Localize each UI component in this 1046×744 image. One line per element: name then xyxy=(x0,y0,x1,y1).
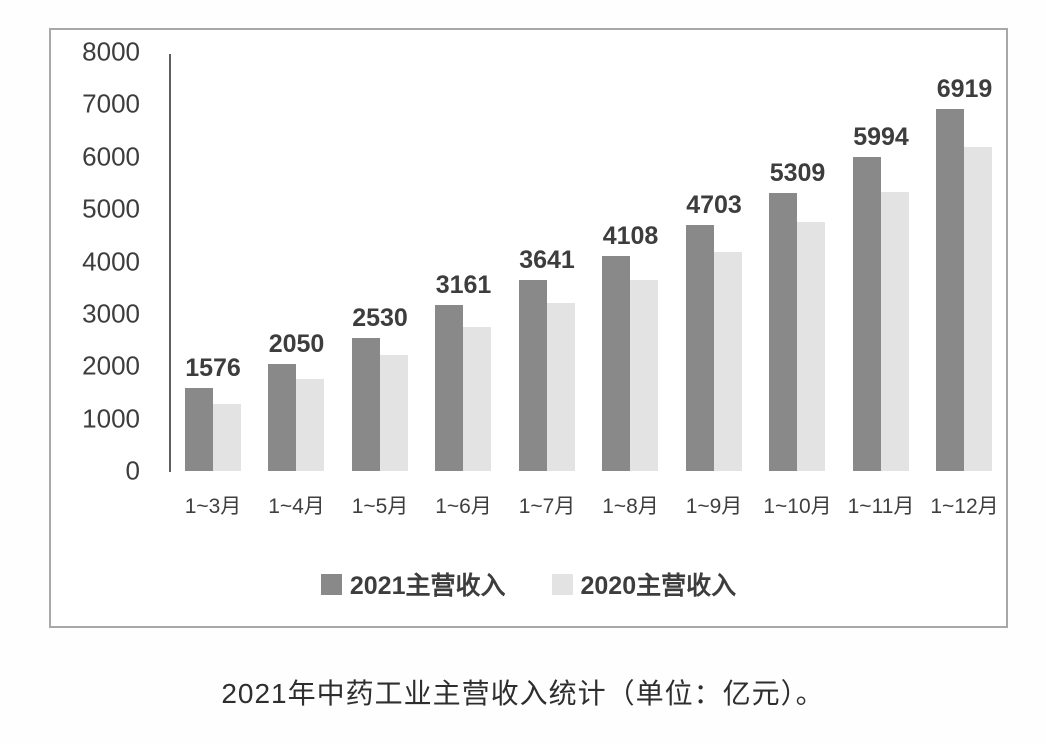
x-tick-label: 1~5月 xyxy=(351,495,409,518)
bar-value-label: 2530 xyxy=(352,304,408,332)
legend-swatch-2021 xyxy=(320,573,342,595)
bar-value-label: 4108 xyxy=(602,222,659,250)
bar-2020主营收入-1~5月 xyxy=(379,355,408,471)
legend-item-2020: 2020主营收入 xyxy=(551,566,737,602)
x-tick-label: 1~4月 xyxy=(268,495,325,518)
bar-2021主营收入-1~10月 xyxy=(769,193,798,471)
bar-value-label: 3641 xyxy=(519,246,575,274)
bar-2021主营收入-1~9月 xyxy=(685,225,714,471)
bar-2020主营收入-1~10月 xyxy=(797,222,826,471)
bar-2020主营收入-1~6月 xyxy=(463,327,492,471)
bar-value-label: 1576 xyxy=(185,354,241,382)
bar-chart: 8000 7000 6000 5000 4000 3000 2000 1000 0 1576 20… xyxy=(49,28,1008,628)
bar-2021主营收入-1~4月 xyxy=(268,364,297,471)
x-tick-label: 1~7月 xyxy=(518,495,576,518)
x-tick-label: 1~6月 xyxy=(435,495,492,518)
bar-2020主营收入-1~7月 xyxy=(546,303,575,471)
bar-2020主营收入-1~3月 xyxy=(212,404,241,471)
y-axis-line xyxy=(169,54,171,472)
x-tick-label: 1~8月 xyxy=(602,495,659,518)
y-tick-label: 3000 xyxy=(82,298,140,329)
bar-value-label: 3161 xyxy=(435,271,492,299)
bar-2020主营收入-1~12月 xyxy=(964,147,993,471)
bar-2021主营收入-1~8月 xyxy=(602,256,631,471)
bar-value-label: 2050 xyxy=(268,330,325,358)
y-tick-label: 6000 xyxy=(82,141,140,172)
x-tick-label: 1~10月 xyxy=(763,495,832,518)
bar-2021主营收入-1~6月 xyxy=(435,305,464,471)
legend-swatch-2020 xyxy=(551,573,573,595)
bar-2020主营收入-1~9月 xyxy=(713,252,742,471)
bar-value-label: 5994 xyxy=(853,123,909,151)
y-tick-label: 2000 xyxy=(82,350,140,381)
y-tick-label: 8000 xyxy=(82,36,140,67)
y-tick-label: 5000 xyxy=(82,193,140,224)
chart-caption: 2021年中药工业主营收入统计（单位：亿元）。 xyxy=(221,678,825,709)
y-tick-label: 0 xyxy=(125,455,140,486)
chart-legend: 2021主营收入 2020主营收入 xyxy=(51,566,1006,602)
bar-value-label: 6919 xyxy=(936,75,993,103)
x-tick-label: 1~12月 xyxy=(930,495,999,518)
x-tick-label: 1~11月 xyxy=(847,495,915,518)
bar-2020主营收入-1~11月 xyxy=(880,192,909,471)
bar-2020主营收入-1~8月 xyxy=(630,280,659,471)
y-tick-label: 1000 xyxy=(82,403,140,434)
bar-2020主营收入-1~4月 xyxy=(296,379,325,471)
bar-2021主营收入-1~11月 xyxy=(852,157,881,471)
y-tick-label: 4000 xyxy=(82,246,140,276)
legend-item-2021: 2021主营收入 xyxy=(320,566,506,602)
x-tick-label: 1~3月 xyxy=(184,495,242,518)
legend-label-2020: 2020主营收入 xyxy=(580,572,737,600)
bar-2021主营收入-1~5月 xyxy=(351,338,380,471)
bar-value-label: 4703 xyxy=(686,191,742,219)
legend-label-2021: 2021主营收入 xyxy=(349,572,506,600)
y-tick-label: 7000 xyxy=(82,88,140,119)
x-tick-label: 1~9月 xyxy=(685,495,743,518)
chart-plot-area: 8000 7000 6000 5000 4000 3000 2000 1000 0 1576 20… xyxy=(51,30,1006,626)
bar-2021主营收入-1~12月 xyxy=(936,109,965,471)
bar-2021主营收入-1~3月 xyxy=(184,388,213,471)
bar-2021主营收入-1~7月 xyxy=(518,280,547,471)
bar-value-label: 5309 xyxy=(769,159,826,187)
